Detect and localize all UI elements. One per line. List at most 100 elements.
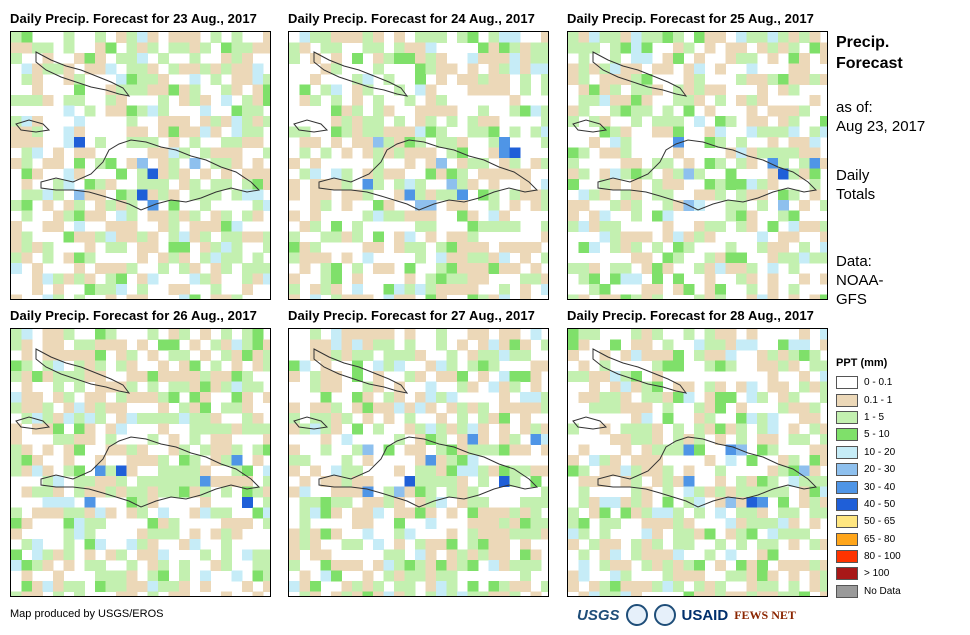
precip-cell — [42, 413, 54, 424]
legend-swatch — [836, 584, 858, 598]
precip-cell — [95, 200, 106, 211]
precip-cell — [415, 147, 426, 159]
precip-cell — [221, 95, 232, 106]
precip-cell — [415, 74, 426, 85]
precip-cell — [578, 200, 590, 211]
precip-cell — [200, 350, 211, 361]
precip-cell — [694, 263, 705, 274]
precip-cell — [352, 116, 363, 127]
precip-cell — [299, 570, 311, 582]
precip-cell — [541, 158, 548, 169]
precip-cell — [320, 570, 332, 582]
precip-cell — [425, 402, 437, 414]
precip-cell — [767, 381, 779, 393]
precip-map-3 — [568, 32, 827, 299]
precip-cell — [610, 581, 621, 592]
precip-cell — [221, 63, 232, 75]
precip-cell — [436, 53, 447, 64]
precip-cell — [520, 294, 531, 299]
precip-cell — [683, 518, 695, 529]
precip-cell — [788, 32, 800, 43]
precip-cell — [299, 518, 311, 529]
precip-cell — [373, 539, 384, 550]
precip-cell — [105, 434, 117, 445]
as-of-block: as of: Aug 23, 2017 — [836, 98, 925, 136]
precip-cell — [467, 497, 479, 508]
precip-cell — [21, 413, 33, 424]
precip-cell — [415, 42, 426, 54]
precip-cell — [21, 360, 33, 372]
precip-cell — [252, 350, 264, 361]
precip-cell — [116, 591, 127, 596]
precip-cell — [694, 168, 705, 180]
precip-cell — [126, 84, 138, 96]
precip-cell — [179, 581, 190, 592]
precip-cell — [189, 221, 201, 232]
precip-cell — [263, 179, 270, 190]
precip-cell — [84, 350, 96, 361]
precip-cell — [137, 392, 148, 403]
precip-cell — [341, 105, 353, 117]
precip-cell — [84, 179, 96, 190]
precip-cell — [652, 518, 663, 529]
precip-cell — [404, 413, 416, 424]
precip-cell — [147, 63, 159, 75]
precip-cell — [520, 350, 531, 361]
precip-cell — [694, 423, 705, 435]
precip-cell — [641, 53, 653, 64]
precip-cell — [457, 263, 468, 274]
precip-cell — [599, 84, 611, 96]
precip-cell — [341, 252, 353, 264]
precip-cell — [137, 179, 148, 190]
precip-cell — [425, 221, 437, 232]
precip-cell — [362, 189, 374, 201]
precip-cell — [242, 273, 253, 285]
precip-cell — [631, 465, 642, 477]
precip-cell — [147, 591, 159, 596]
precip-cell — [126, 137, 138, 148]
precip-cell — [589, 137, 600, 148]
precip-cell — [520, 252, 531, 264]
precip-cell — [620, 242, 632, 253]
precip-cell — [478, 444, 489, 456]
precip-cell — [116, 53, 127, 64]
precip-cell — [568, 465, 579, 477]
precip-cell — [809, 32, 821, 43]
precip-cell — [673, 360, 684, 372]
precip-cell — [520, 518, 531, 529]
precip-cell — [21, 147, 33, 159]
precip-cell — [116, 273, 127, 285]
precip-cell — [457, 189, 468, 201]
precip-cell — [488, 32, 500, 43]
precip-cell — [63, 252, 75, 264]
precip-cell — [210, 423, 222, 435]
precip-cell — [520, 74, 531, 85]
precip-cell — [105, 465, 117, 477]
precip-cell — [757, 179, 768, 190]
precip-cell — [446, 200, 458, 211]
precip-cell — [599, 95, 611, 106]
precip-cell — [158, 95, 169, 106]
precip-cell — [499, 518, 510, 529]
map-panel-5 — [288, 328, 549, 597]
precip-cell — [168, 147, 180, 159]
precip-cell — [683, 63, 695, 75]
precip-cell — [736, 560, 747, 571]
precip-cell — [662, 507, 674, 519]
precip-cell — [620, 189, 632, 201]
precip-cell — [425, 63, 437, 75]
precip-cell — [631, 413, 642, 424]
precip-cell — [446, 465, 458, 477]
precip-cell — [788, 168, 800, 180]
precip-cell — [641, 329, 653, 340]
precip-cell — [341, 200, 353, 211]
precip-cell — [158, 371, 169, 382]
precip-cell — [74, 476, 85, 487]
precip-cell — [263, 168, 270, 180]
precip-cell — [620, 476, 632, 487]
precip-cell — [673, 528, 684, 540]
precip-cell — [383, 402, 395, 414]
precip-cell — [331, 371, 342, 382]
precip-cell — [715, 392, 726, 403]
precip-cell — [84, 210, 96, 222]
